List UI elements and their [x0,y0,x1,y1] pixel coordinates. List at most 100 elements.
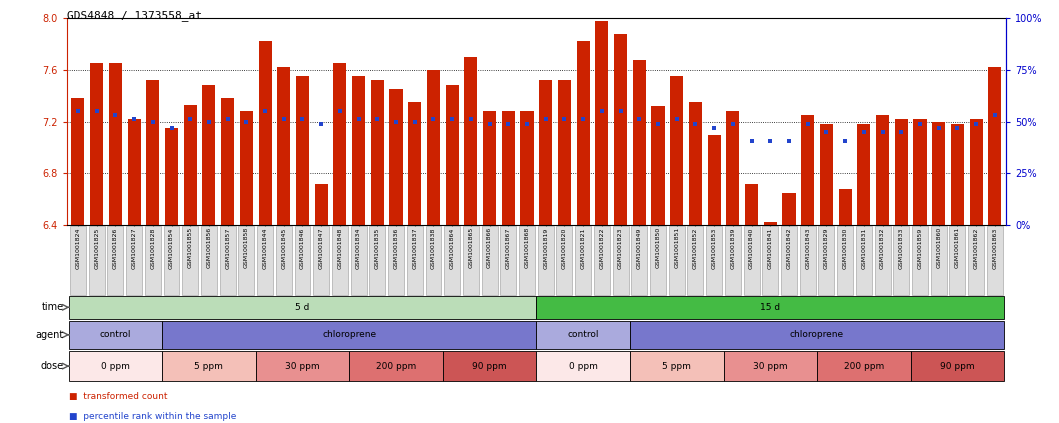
Text: GSM1001857: GSM1001857 [226,227,230,269]
Bar [464,57,478,225]
Text: 200 ppm: 200 ppm [376,362,416,371]
FancyBboxPatch shape [370,226,385,295]
FancyBboxPatch shape [537,321,630,349]
Bar [576,41,590,225]
Text: GSM1001840: GSM1001840 [749,227,754,269]
FancyBboxPatch shape [255,351,349,381]
Text: GSM1001860: GSM1001860 [936,227,941,268]
Bar [90,63,103,225]
FancyBboxPatch shape [537,351,630,381]
FancyBboxPatch shape [145,226,161,295]
Text: 200 ppm: 200 ppm [844,362,884,371]
Text: GSM1001863: GSM1001863 [992,227,998,269]
Bar [632,60,646,225]
FancyBboxPatch shape [894,226,910,295]
Bar [876,115,890,225]
FancyBboxPatch shape [912,226,928,295]
Text: GSM1001849: GSM1001849 [636,227,642,269]
Bar [483,111,497,225]
Text: GSM1001851: GSM1001851 [675,227,679,268]
Text: GSM1001858: GSM1001858 [244,227,249,268]
Text: 30 ppm: 30 ppm [285,362,320,371]
Text: time: time [41,302,64,312]
Text: GSM1001852: GSM1001852 [693,227,698,269]
Bar [595,21,609,225]
Text: GSM1001864: GSM1001864 [450,227,454,269]
FancyBboxPatch shape [107,226,123,295]
Bar [839,189,851,225]
FancyBboxPatch shape [725,226,741,295]
Bar [221,98,234,225]
Text: GSM1001847: GSM1001847 [319,227,324,269]
Text: GSM1001819: GSM1001819 [543,227,549,269]
Text: GSM1001867: GSM1001867 [506,227,510,269]
Bar [183,105,197,225]
Text: 5 ppm: 5 ppm [195,362,223,371]
FancyBboxPatch shape [743,226,759,295]
Text: control: control [568,330,599,339]
FancyBboxPatch shape [818,351,911,381]
FancyBboxPatch shape [838,226,854,295]
FancyBboxPatch shape [201,226,217,295]
FancyBboxPatch shape [463,226,479,295]
FancyBboxPatch shape [537,296,1004,319]
Bar [988,67,1002,225]
Bar [352,77,365,225]
FancyBboxPatch shape [388,226,403,295]
FancyBboxPatch shape [762,226,778,295]
FancyBboxPatch shape [69,296,537,319]
FancyBboxPatch shape [163,226,179,295]
Bar [932,121,946,225]
FancyBboxPatch shape [556,226,573,295]
FancyBboxPatch shape [613,226,629,295]
FancyBboxPatch shape [630,321,1004,349]
FancyBboxPatch shape [723,351,818,381]
Bar [127,119,141,225]
Text: chloroprene: chloroprene [790,330,844,339]
FancyBboxPatch shape [89,226,105,295]
Text: 90 ppm: 90 ppm [940,362,974,371]
Bar [408,102,421,225]
Text: GSM1001820: GSM1001820 [562,227,567,269]
Text: GSM1001868: GSM1001868 [524,227,530,268]
FancyBboxPatch shape [257,226,273,295]
Bar [165,128,178,225]
Bar [951,124,964,225]
Bar [558,80,571,225]
FancyBboxPatch shape [875,226,891,295]
Bar [502,111,515,225]
Text: GSM1001833: GSM1001833 [899,227,903,269]
FancyBboxPatch shape [482,226,498,295]
Bar [914,119,927,225]
Text: GSM1001845: GSM1001845 [282,227,286,269]
Text: GSM1001823: GSM1001823 [618,227,623,269]
FancyBboxPatch shape [162,321,537,349]
FancyBboxPatch shape [800,226,815,295]
Text: GSM1001834: GSM1001834 [356,227,361,269]
Bar [315,184,327,225]
Text: chloroprene: chloroprene [322,330,376,339]
Text: GSM1001838: GSM1001838 [431,227,436,269]
FancyBboxPatch shape [931,226,947,295]
Bar [858,124,870,225]
Bar [970,119,983,225]
FancyBboxPatch shape [313,226,329,295]
Bar [109,63,122,225]
FancyBboxPatch shape [630,351,723,381]
Text: GSM1001848: GSM1001848 [338,227,342,269]
Text: GSM1001829: GSM1001829 [824,227,829,269]
Text: GSM1001844: GSM1001844 [263,227,268,269]
FancyBboxPatch shape [126,226,142,295]
Text: GSM1001846: GSM1001846 [300,227,305,269]
FancyBboxPatch shape [631,226,647,295]
Text: GDS4848 / 1373558_at: GDS4848 / 1373558_at [67,11,201,22]
Text: GSM1001862: GSM1001862 [973,227,979,269]
Text: agent: agent [35,330,64,340]
Text: GSM1001856: GSM1001856 [207,227,212,268]
Bar [371,80,383,225]
Bar [895,119,908,225]
FancyBboxPatch shape [819,226,834,295]
Text: 0 ppm: 0 ppm [569,362,597,371]
FancyBboxPatch shape [407,226,423,295]
Bar [783,193,795,225]
